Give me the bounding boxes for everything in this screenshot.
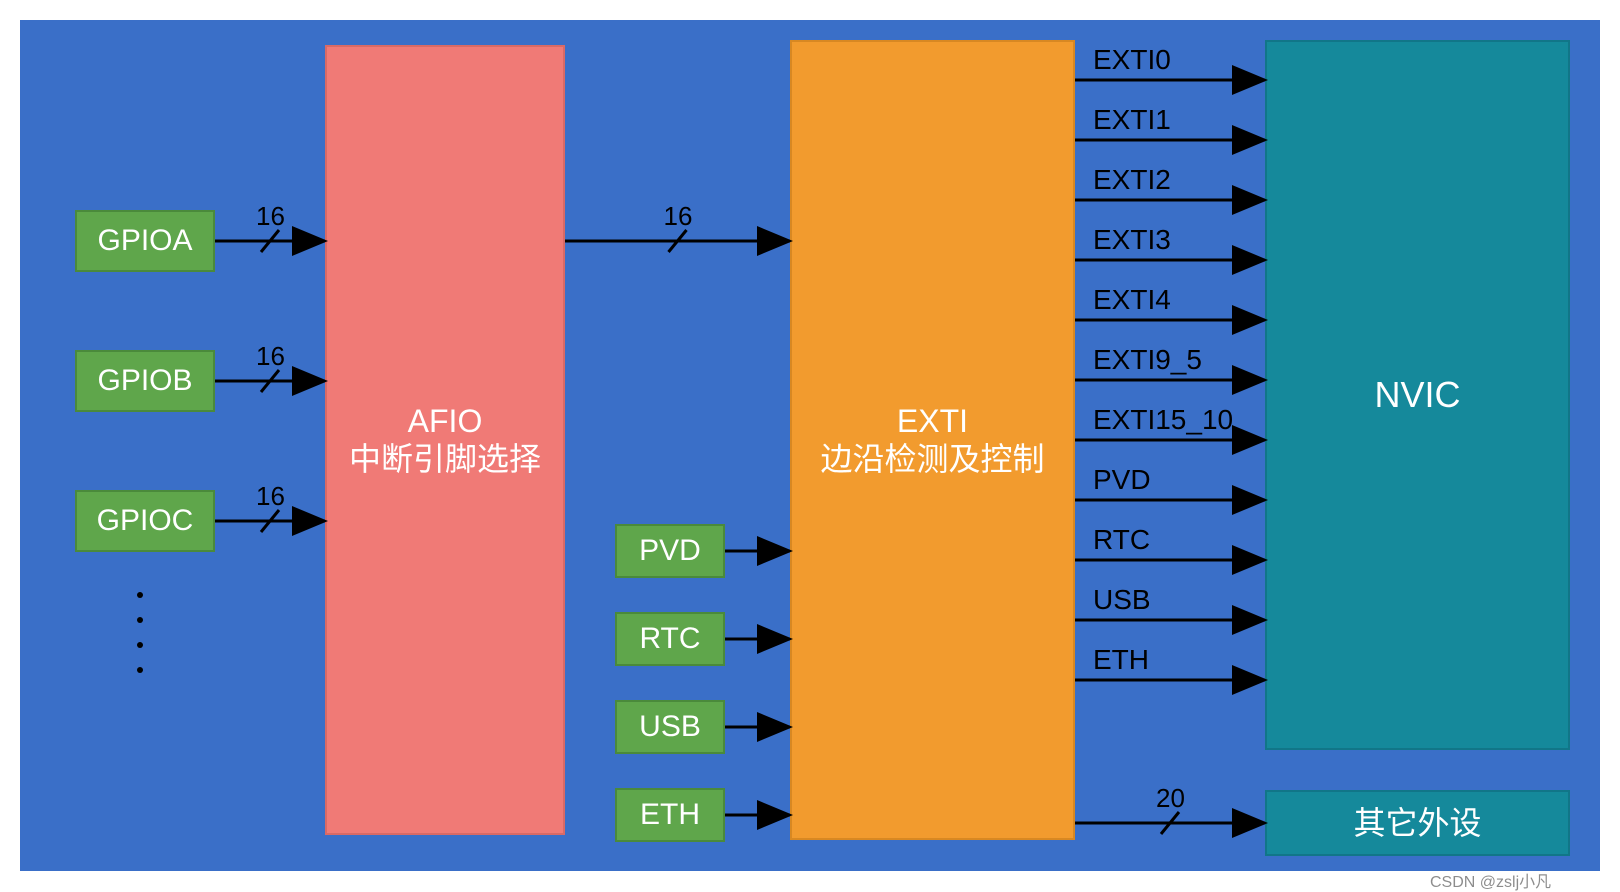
- edge-label: RTC: [1093, 524, 1150, 556]
- node-gpioc: GPIOC: [75, 490, 215, 552]
- node-other-label: 其它外设: [1353, 804, 1481, 842]
- node-rtc-label: RTC: [639, 621, 700, 657]
- edge-label: 16: [256, 481, 285, 512]
- node-afio: AFIO 中断引脚选择: [325, 45, 565, 835]
- watermark: CSDN @zslj小凡: [1430, 868, 1551, 892]
- edge-label: EXTI2: [1093, 164, 1171, 196]
- node-gpioa-label: GPIOA: [97, 223, 192, 259]
- node-pvd-label: PVD: [639, 533, 701, 569]
- node-pvd: PVD: [615, 524, 725, 578]
- edge-label: EXTI0: [1093, 44, 1171, 76]
- edge-label: USB: [1093, 584, 1151, 616]
- edge-label: EXTI9_5: [1093, 344, 1202, 376]
- node-usb-label: USB: [639, 709, 701, 745]
- node-exti-label: EXTI 边沿检测及控制: [820, 402, 1044, 479]
- edge-label: 16: [256, 201, 285, 232]
- node-gpioa: GPIOA: [75, 210, 215, 272]
- node-other: 其它外设: [1265, 790, 1570, 856]
- node-nvic-label: NVIC: [1374, 373, 1460, 416]
- node-exti: EXTI 边沿检测及控制: [790, 40, 1075, 840]
- node-gpiob-label: GPIOB: [97, 363, 192, 399]
- edge-label: EXTI4: [1093, 284, 1171, 316]
- edge-label: 16: [256, 341, 285, 372]
- node-eth: ETH: [615, 788, 725, 842]
- node-gpioc-label: GPIOC: [97, 503, 194, 539]
- edge-label: EXTI15_10: [1093, 404, 1233, 436]
- edge-label: 16: [664, 201, 693, 232]
- edge-label: EXTI3: [1093, 224, 1171, 256]
- edge-label: ETH: [1093, 644, 1149, 676]
- node-gpiob: GPIOB: [75, 350, 215, 412]
- node-usb: USB: [615, 700, 725, 754]
- node-eth-label: ETH: [640, 797, 700, 833]
- edge-label: 20: [1156, 783, 1185, 814]
- node-afio-label: AFIO 中断引脚选择: [349, 402, 541, 479]
- edge-label: EXTI1: [1093, 104, 1171, 136]
- edge-label: PVD: [1093, 464, 1151, 496]
- diagram-canvas: GPIOA GPIOB GPIOC AFIO 中断引脚选择 PVD RTC USB ETH EX…: [0, 0, 1620, 891]
- node-rtc: RTC: [615, 612, 725, 666]
- node-nvic: NVIC: [1265, 40, 1570, 750]
